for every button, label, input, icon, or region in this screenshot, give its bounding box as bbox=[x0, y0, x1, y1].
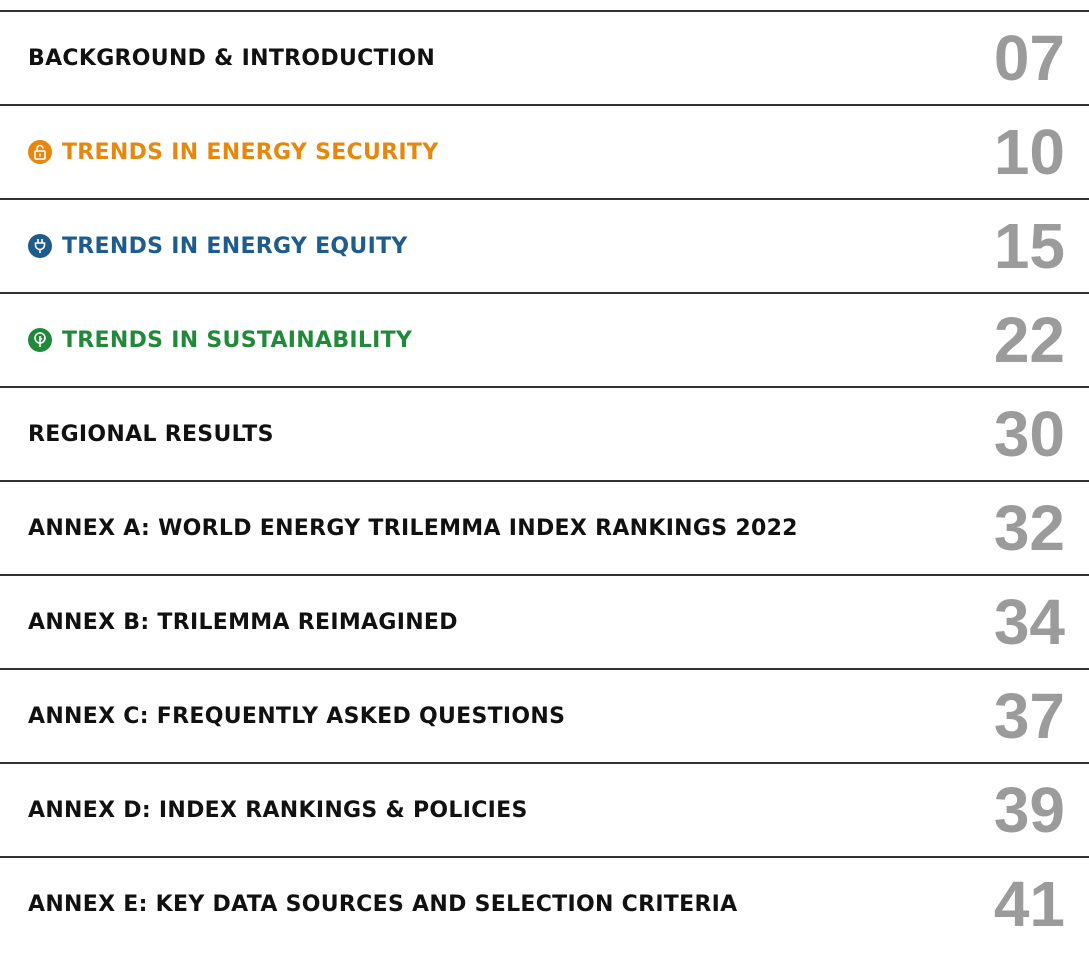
toc-page: 39 bbox=[993, 774, 1065, 846]
toc-title: ANNEX A: WORLD ENERGY TRILEMMA INDEX RAN… bbox=[28, 482, 798, 574]
toc-title-text: REGIONAL RESULTS bbox=[28, 421, 274, 447]
toc-title-text: TRENDS IN SUSTAINABILITY bbox=[62, 327, 413, 353]
toc-row[interactable]: ANNEX B: TRILEMMA REIMAGINED 34 bbox=[0, 574, 1089, 668]
toc-row[interactable]: ANNEX D: INDEX RANKINGS & POLICIES 39 bbox=[0, 762, 1089, 856]
toc-title-text: ANNEX A: WORLD ENERGY TRILEMMA INDEX RAN… bbox=[28, 515, 798, 541]
toc-row[interactable]: ANNEX E: KEY DATA SOURCES AND SELECTION … bbox=[0, 856, 1089, 950]
toc-page: 41 bbox=[993, 868, 1065, 940]
toc-page: 34 bbox=[993, 586, 1065, 658]
toc-title: TRENDS IN ENERGY EQUITY bbox=[28, 200, 408, 292]
toc-row[interactable]: REGIONAL RESULTS 30 bbox=[0, 386, 1089, 480]
toc-row[interactable]: TRENDS IN ENERGY SECURITY 10 bbox=[0, 104, 1089, 198]
toc-page: 37 bbox=[993, 680, 1065, 752]
toc-title: TRENDS IN SUSTAINABILITY bbox=[28, 294, 412, 386]
toc-title: ANNEX B: TRILEMMA REIMAGINED bbox=[28, 576, 458, 668]
toc-page: 10 bbox=[993, 116, 1065, 188]
toc-title-text: BACKGROUND & INTRODUCTION bbox=[28, 45, 436, 71]
toc-title-text: ANNEX D: INDEX RANKINGS & POLICIES bbox=[28, 797, 528, 823]
security-icon bbox=[28, 140, 52, 164]
toc-row[interactable]: TRENDS IN ENERGY EQUITY 15 bbox=[0, 198, 1089, 292]
toc-page: 32 bbox=[993, 492, 1065, 564]
toc-row[interactable]: ANNEX A: WORLD ENERGY TRILEMMA INDEX RAN… bbox=[0, 480, 1089, 574]
toc-title-text: ANNEX E: KEY DATA SOURCES AND SELECTION … bbox=[28, 891, 738, 917]
toc-page: 30 bbox=[993, 398, 1065, 470]
toc-page: 22 bbox=[993, 304, 1065, 376]
toc-title-text: TRENDS IN ENERGY SECURITY bbox=[62, 139, 439, 165]
toc-page: 07 bbox=[993, 22, 1065, 94]
toc-title-text: ANNEX B: TRILEMMA REIMAGINED bbox=[28, 609, 458, 635]
sustainability-icon bbox=[28, 328, 52, 352]
toc-title-text: TRENDS IN ENERGY EQUITY bbox=[62, 233, 408, 259]
equity-icon bbox=[28, 234, 52, 258]
toc-title: ANNEX E: KEY DATA SOURCES AND SELECTION … bbox=[28, 858, 738, 950]
toc-title-text: ANNEX C: FREQUENTLY ASKED QUESTIONS bbox=[28, 703, 566, 729]
toc-title: TRENDS IN ENERGY SECURITY bbox=[28, 106, 438, 198]
toc-row[interactable]: TRENDS IN SUSTAINABILITY 22 bbox=[0, 292, 1089, 386]
table-of-contents: BACKGROUND & INTRODUCTION 07 TRENDS IN ENE… bbox=[0, 10, 1089, 950]
toc-row[interactable]: ANNEX C: FREQUENTLY ASKED QUESTIONS 37 bbox=[0, 668, 1089, 762]
toc-page: 15 bbox=[993, 210, 1065, 282]
toc-title: ANNEX C: FREQUENTLY ASKED QUESTIONS bbox=[28, 670, 565, 762]
toc-title: BACKGROUND & INTRODUCTION bbox=[28, 12, 435, 104]
toc-title: REGIONAL RESULTS bbox=[28, 388, 274, 480]
toc-row[interactable]: BACKGROUND & INTRODUCTION 07 bbox=[0, 10, 1089, 104]
toc-title: ANNEX D: INDEX RANKINGS & POLICIES bbox=[28, 764, 528, 856]
